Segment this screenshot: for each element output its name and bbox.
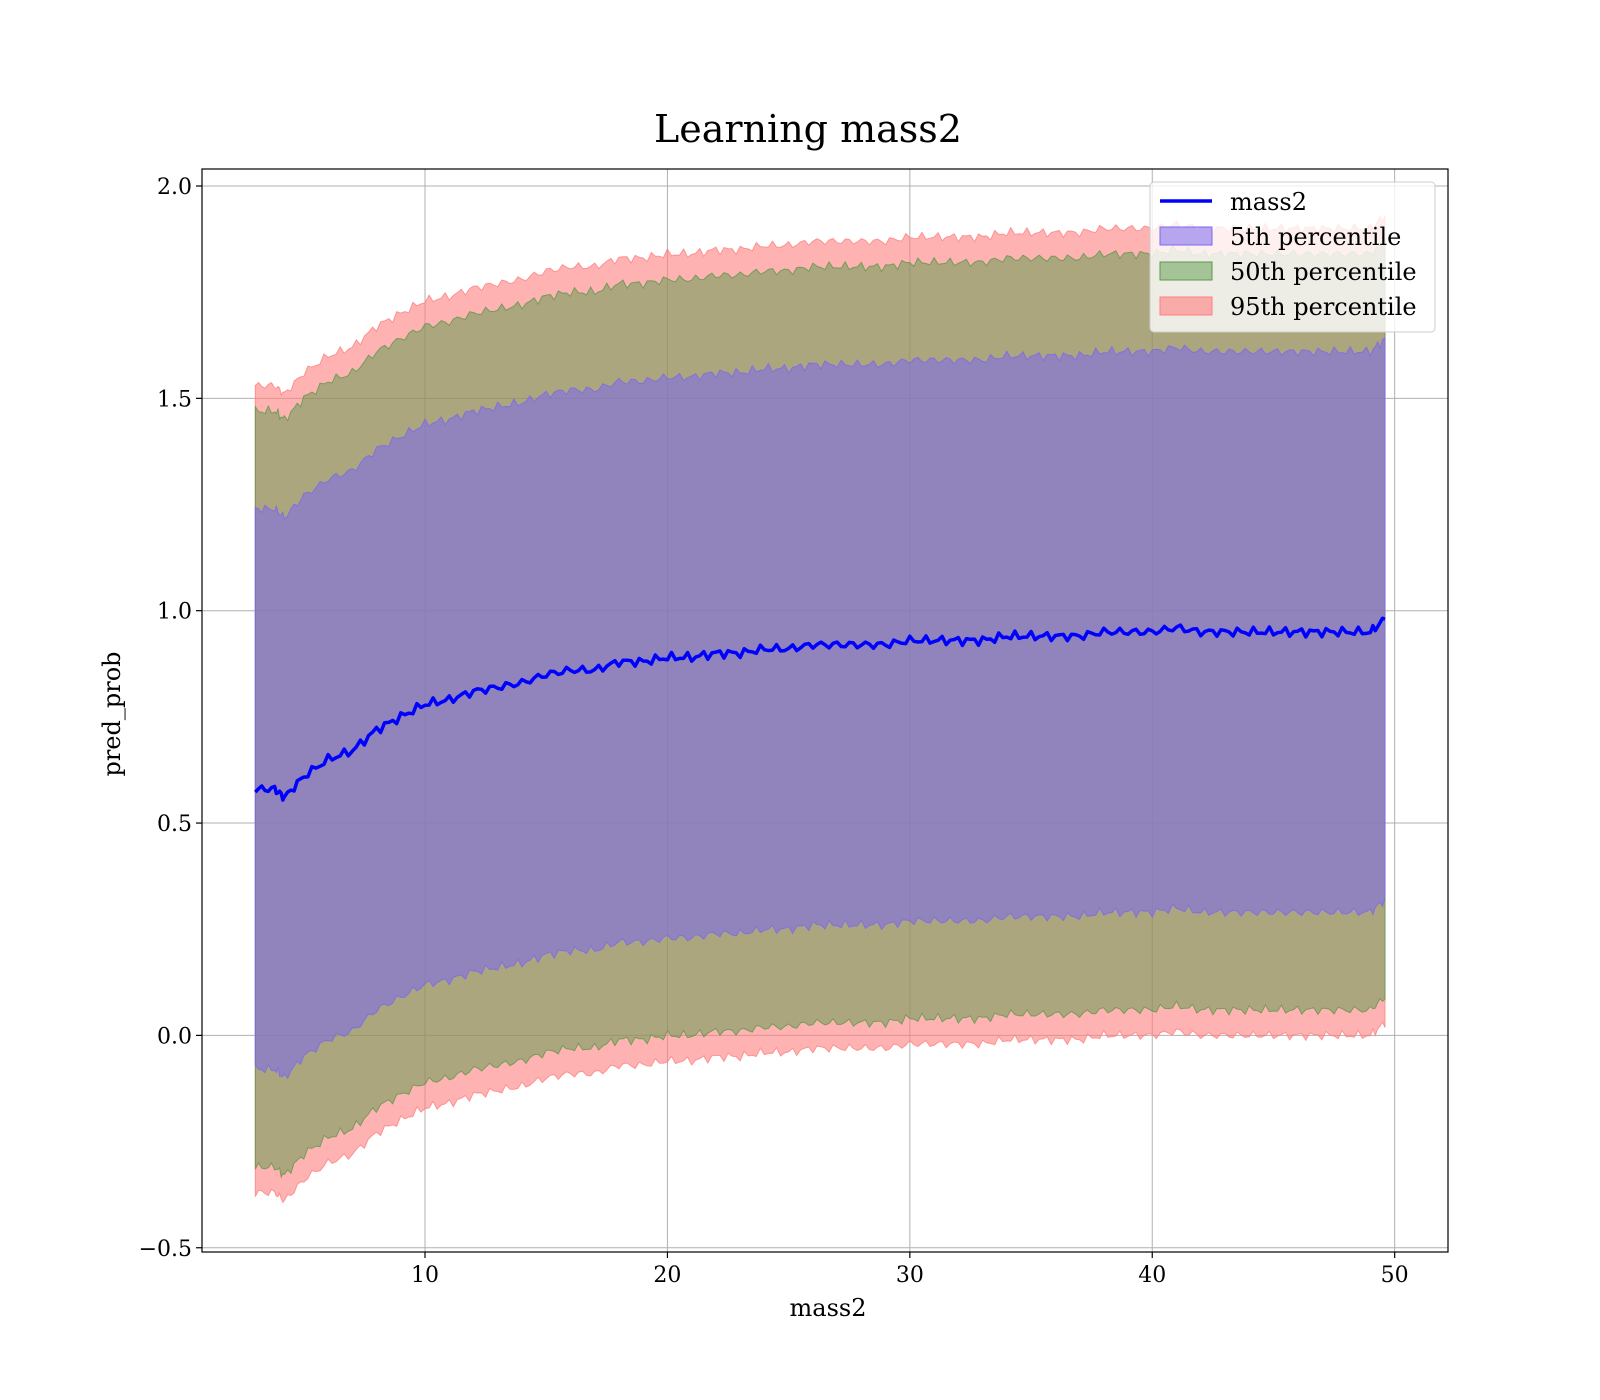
axis-ticks: 10 20 30 40 50 −0.5 0.0 0.5 1.0 1.5 2.0: [139, 175, 1409, 1288]
x-tick-label: 10: [411, 1263, 439, 1288]
series-line-mass2: [254, 616, 1386, 802]
legend-swatch: [1159, 261, 1213, 281]
y-tick-label: 2.0: [157, 175, 192, 200]
percentile-bands: [254, 215, 1386, 1204]
y-tick-label: 0.0: [157, 1024, 192, 1049]
y-tick-label: 0.5: [157, 812, 192, 837]
y-tick-label: 1.5: [157, 387, 192, 412]
series-line-layer: [254, 616, 1386, 802]
x-tick-label: 50: [1381, 1263, 1409, 1288]
legend-label: mass2: [1230, 188, 1307, 216]
band-5th-percentile: [254, 336, 1386, 1080]
x-tick-label: 40: [1138, 1263, 1166, 1288]
legend-swatch: [1159, 296, 1213, 316]
x-axis-title: mass2: [790, 1294, 867, 1322]
legend-swatch: [1159, 226, 1213, 246]
legend: mass2 5th percentile 50th percentile 95th p…: [1149, 181, 1436, 333]
legend-label: 50th percentile: [1230, 258, 1417, 286]
y-tick-label: 1.0: [157, 600, 192, 625]
legend-label: 5th percentile: [1230, 223, 1401, 251]
legend-label: 95th percentile: [1230, 293, 1417, 321]
chart-title: Learning mass2: [654, 107, 962, 151]
legend-box: [1149, 181, 1436, 333]
plot-frame: [201, 168, 1449, 1253]
x-tick-label: 30: [896, 1263, 924, 1288]
y-tick-label: −0.5: [139, 1237, 192, 1262]
x-tick-label: 20: [653, 1263, 681, 1288]
y-axis-title: pred_prob: [98, 651, 126, 776]
